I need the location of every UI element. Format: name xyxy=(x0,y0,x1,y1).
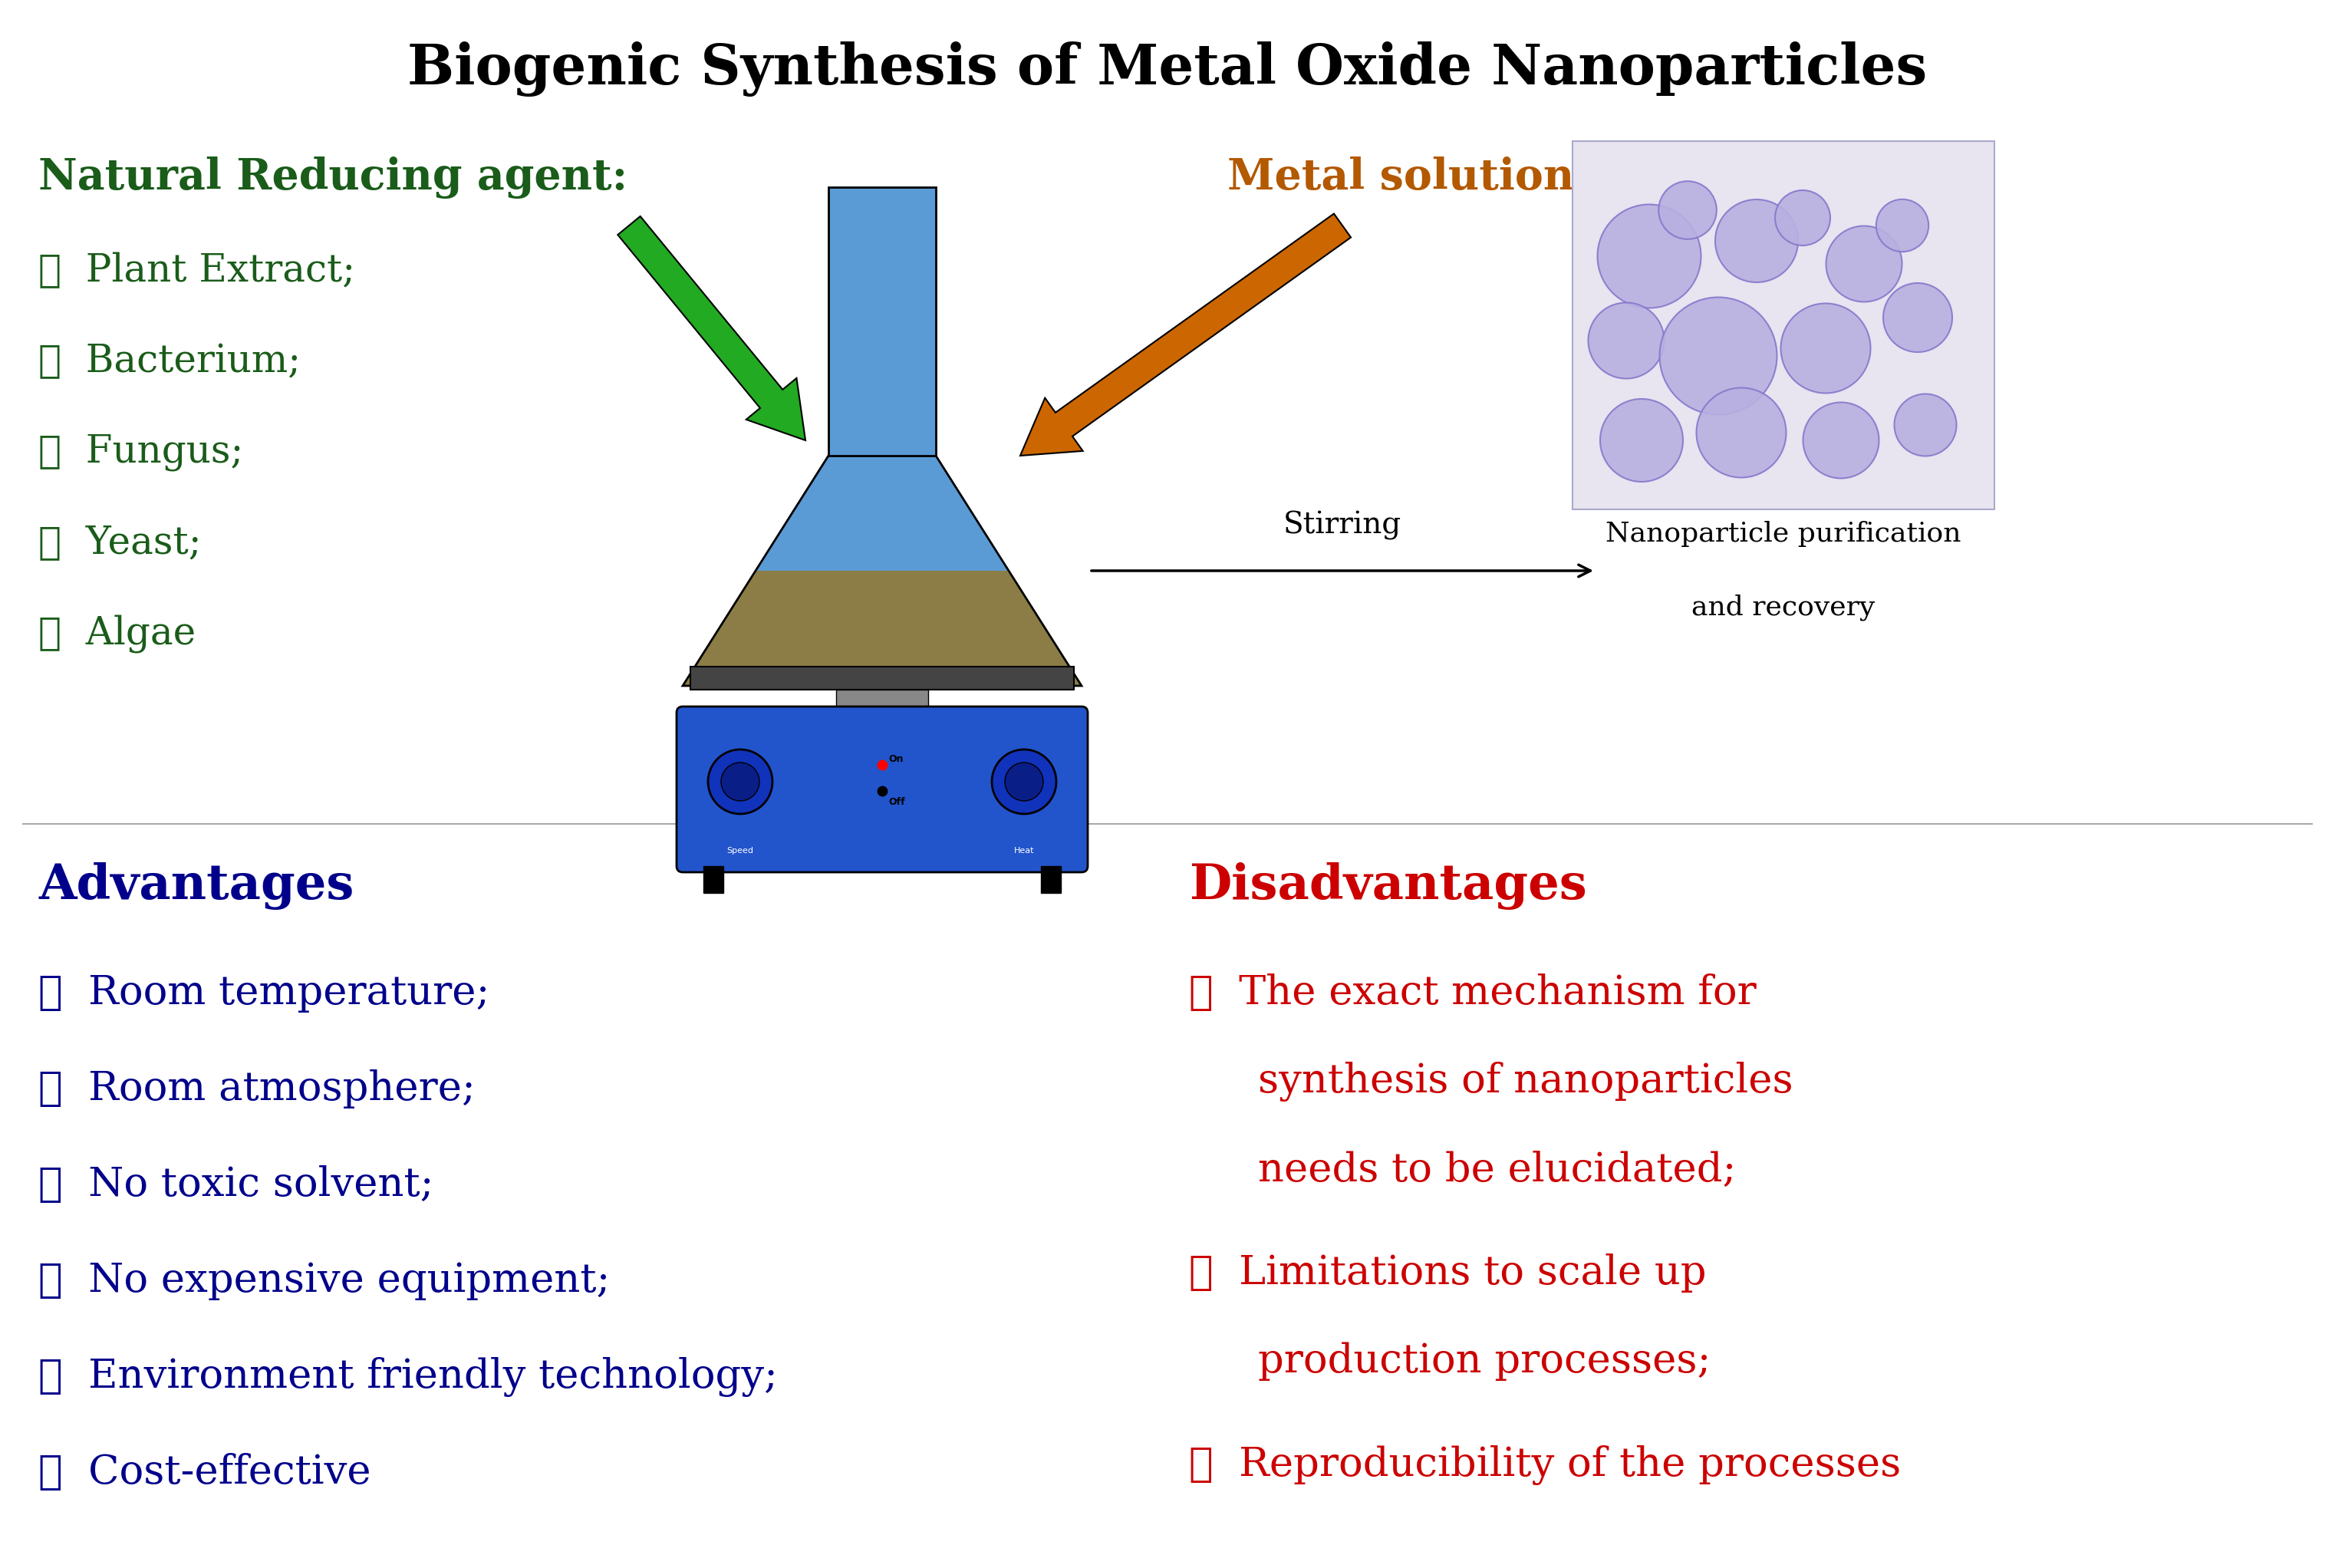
Text: Natural Reducing agent:: Natural Reducing agent: xyxy=(37,157,628,199)
Text: ✓  No toxic solvent;: ✓ No toxic solvent; xyxy=(37,1165,434,1204)
Text: ✓  Room temperature;: ✓ Room temperature; xyxy=(37,974,490,1013)
FancyBboxPatch shape xyxy=(829,187,936,456)
Text: Disadvantages: Disadvantages xyxy=(1189,862,1588,909)
FancyBboxPatch shape xyxy=(1571,141,1994,510)
Text: Heat: Heat xyxy=(1013,847,1034,855)
Text: ➤  Yeast;: ➤ Yeast; xyxy=(37,524,201,561)
Text: ➤  Fungus;: ➤ Fungus; xyxy=(37,433,243,472)
Circle shape xyxy=(1004,762,1044,801)
Text: Off: Off xyxy=(887,797,906,806)
Circle shape xyxy=(1884,284,1952,353)
FancyBboxPatch shape xyxy=(691,666,1074,690)
Circle shape xyxy=(722,762,759,801)
Circle shape xyxy=(1588,303,1665,378)
Text: ✓  Reproducibility of the processes: ✓ Reproducibility of the processes xyxy=(1189,1446,1901,1485)
FancyArrow shape xyxy=(619,216,806,441)
Circle shape xyxy=(1599,398,1684,481)
Text: Metal solution: Metal solution xyxy=(1228,157,1574,199)
FancyArrow shape xyxy=(1020,213,1352,456)
Circle shape xyxy=(1660,298,1777,414)
Circle shape xyxy=(708,750,773,814)
Text: ✓  No expensive equipment;: ✓ No expensive equipment; xyxy=(37,1261,609,1300)
Text: ✓  Cost-effective: ✓ Cost-effective xyxy=(37,1454,371,1493)
Circle shape xyxy=(1658,182,1716,240)
Text: ✓  Limitations to scale up: ✓ Limitations to scale up xyxy=(1189,1253,1707,1292)
Polygon shape xyxy=(682,571,1081,685)
Circle shape xyxy=(1894,394,1957,456)
Circle shape xyxy=(1597,204,1700,307)
Circle shape xyxy=(1716,199,1798,282)
FancyBboxPatch shape xyxy=(677,707,1088,872)
Text: synthesis of nanoparticles: synthesis of nanoparticles xyxy=(1259,1062,1793,1102)
FancyBboxPatch shape xyxy=(836,690,929,713)
FancyBboxPatch shape xyxy=(703,866,724,892)
Text: Nanoparticle purification: Nanoparticle purification xyxy=(1606,521,1961,547)
Text: Biogenic Synthesis of Metal Oxide Nanoparticles: Biogenic Synthesis of Metal Oxide Nanopa… xyxy=(409,41,1926,97)
Text: ✓  Room atmosphere;: ✓ Room atmosphere; xyxy=(37,1069,476,1109)
Circle shape xyxy=(1698,387,1786,478)
Circle shape xyxy=(1826,226,1903,303)
Text: Speed: Speed xyxy=(726,847,754,855)
Text: and recovery: and recovery xyxy=(1691,594,1875,621)
FancyBboxPatch shape xyxy=(1041,866,1060,892)
Text: ➤  Algae: ➤ Algae xyxy=(37,615,196,652)
Polygon shape xyxy=(757,456,1009,571)
Circle shape xyxy=(1775,190,1831,246)
Text: Stirring: Stirring xyxy=(1284,511,1401,539)
Text: ✓  Environment friendly technology;: ✓ Environment friendly technology; xyxy=(37,1356,778,1397)
Text: Advantages: Advantages xyxy=(37,862,355,909)
Text: production processes;: production processes; xyxy=(1259,1342,1712,1381)
Text: needs to be elucidated;: needs to be elucidated; xyxy=(1259,1149,1737,1189)
Text: ✓  The exact mechanism for: ✓ The exact mechanism for xyxy=(1189,974,1756,1013)
Circle shape xyxy=(992,750,1055,814)
Text: ➤  Bacterium;: ➤ Bacterium; xyxy=(37,343,301,381)
Circle shape xyxy=(1782,303,1870,394)
Text: On: On xyxy=(887,754,904,764)
Circle shape xyxy=(1803,403,1880,478)
Circle shape xyxy=(1875,199,1929,252)
Text: ➤  Plant Extract;: ➤ Plant Extract; xyxy=(37,252,355,290)
